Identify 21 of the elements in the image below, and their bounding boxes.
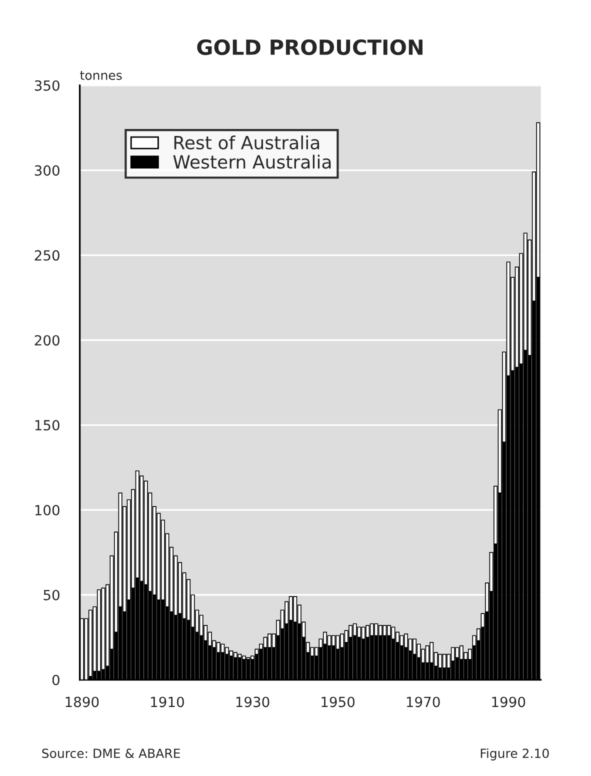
y-tick-label: 200 — [34, 335, 60, 346]
x-tick-label: 1990 — [492, 696, 526, 708]
x-tick-label: 1910 — [151, 696, 184, 708]
legend-label: Rest of Australia — [174, 135, 320, 150]
x-tick-label: 1890 — [66, 696, 99, 708]
y-tick-label: 250 — [34, 250, 60, 261]
x-tick-label: 1930 — [236, 696, 270, 708]
y-tick-label: 50 — [44, 590, 60, 600]
y-tick-label: 300 — [34, 165, 60, 176]
bar — [88, 610, 92, 677]
y-tick-label: 0 — [52, 674, 60, 686]
y-tick-label: 100 — [35, 504, 60, 516]
source-note: Source: DME & ABARE — [42, 748, 180, 758]
y-axis-title: tonnes — [80, 71, 122, 80]
caption: Figure 2.10 — [480, 748, 549, 760]
legend-label: Western Australia — [173, 154, 331, 169]
y-tick-label: 350 — [34, 80, 60, 91]
y-tick-label: 150 — [35, 420, 60, 430]
x-tick-label: 1950 — [322, 696, 355, 708]
x-tick-label: 1970 — [406, 696, 440, 708]
chart-title: GOLD PRODUCTION — [197, 39, 422, 56]
